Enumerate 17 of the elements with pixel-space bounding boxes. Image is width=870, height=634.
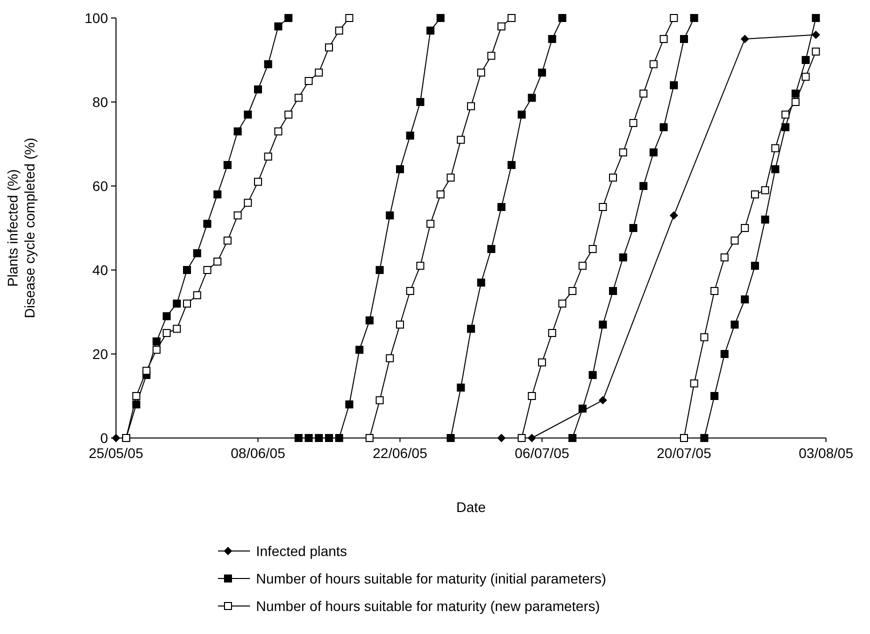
legend-label: Number of hours suitable for maturity (initial parameters): [256, 570, 606, 586]
x-tick-label: 08/06/05: [230, 445, 286, 461]
y-tick-label: 40: [92, 262, 108, 278]
y-tick-label: 100: [84, 10, 108, 26]
x-tick-label: 06/07/05: [514, 445, 570, 461]
y-tick-label: 80: [92, 94, 108, 110]
legend-label: Number of hours suitable for maturity (new parameters): [256, 598, 600, 614]
y-tick-label: 60: [92, 178, 108, 194]
x-tick-label: 20/07/05: [656, 445, 712, 461]
x-tick-label: 25/05/05: [88, 445, 144, 461]
y-tick-label: 20: [92, 346, 108, 362]
y-tick-label: 0: [100, 430, 108, 446]
x-tick-label: 03/08/05: [798, 445, 854, 461]
y-axis-title: Plants infected (%) Disease cycle completed (%): [4, 138, 38, 318]
legend-label: Infected plants: [256, 542, 348, 559]
x-axis-title: Date: [456, 499, 486, 515]
x-tick-label: 22/06/05: [372, 445, 428, 461]
